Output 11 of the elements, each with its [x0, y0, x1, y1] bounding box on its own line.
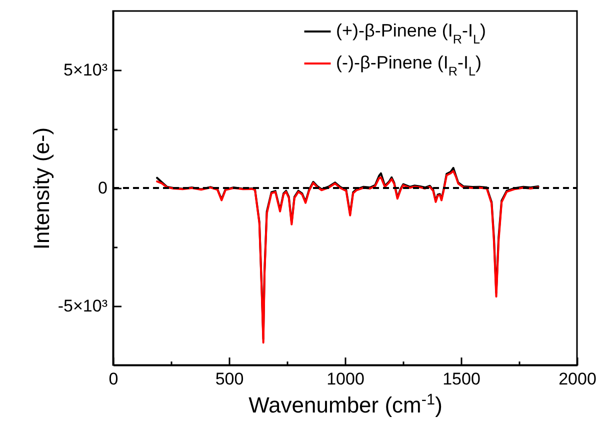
y-tick-label: 5×10³ [64, 60, 108, 80]
y-axis-title: Intensity (e-) [28, 127, 54, 250]
legend-label: (+)-β-Pinene (I$_{R}$-I$_{L}$) [336, 20, 486, 46]
y-tick-label: 0 [98, 178, 108, 198]
x-tick-label: 1500 [442, 370, 480, 388]
x-tick-label: 1000 [326, 370, 364, 388]
legend-label: (-)-β-Pinene (I$_{R}$-I$_{L}$) [336, 52, 482, 78]
x-axis-title: Wavenumber (cm$^{-1}$) [248, 391, 442, 418]
y-tick-label: -5×10³ [58, 296, 108, 316]
x-tick-label: 2000 [558, 370, 596, 388]
x-tick-label: 500 [215, 370, 244, 388]
